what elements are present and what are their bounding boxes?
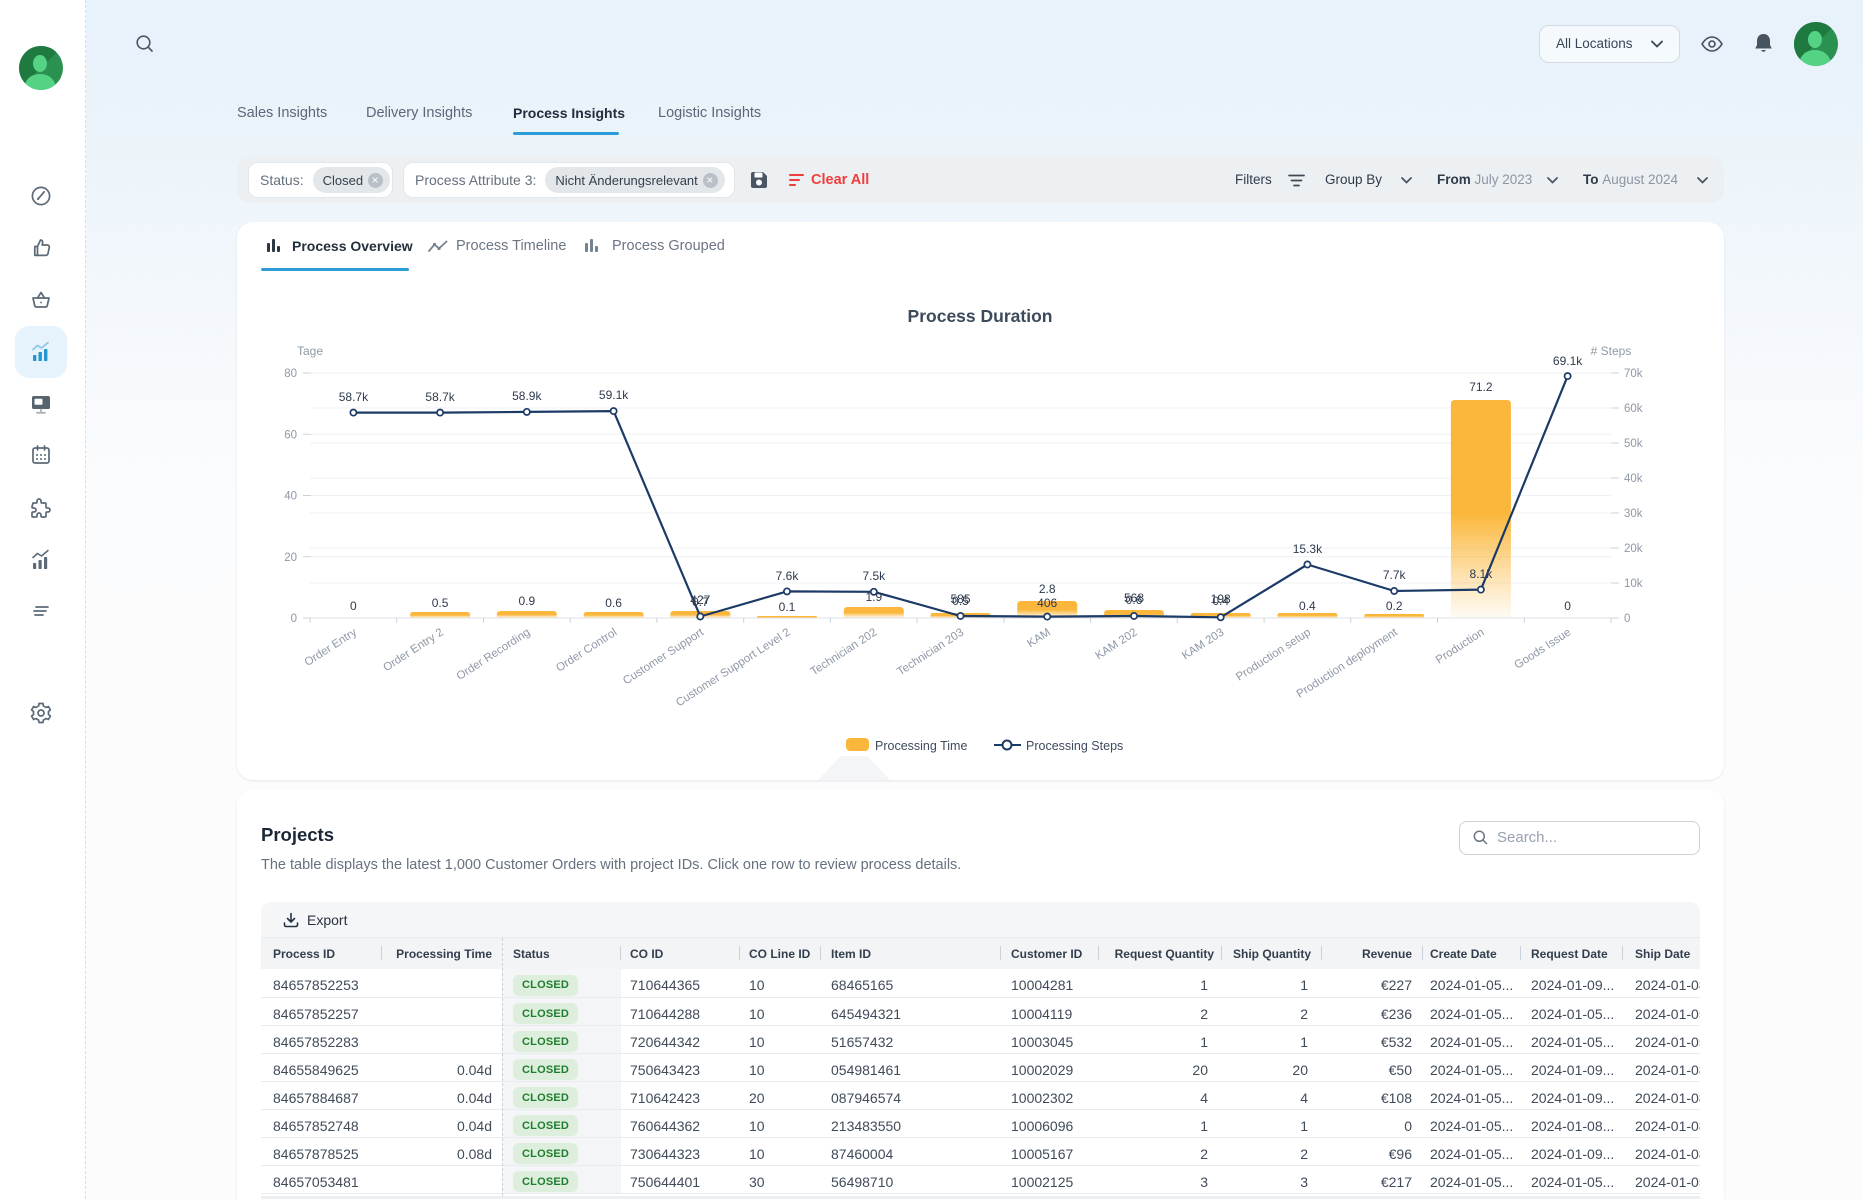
- svg-text:8.1k: 8.1k: [1470, 567, 1494, 581]
- svg-text:58.7k: 58.7k: [339, 390, 369, 404]
- svg-text:7.6k: 7.6k: [776, 569, 800, 583]
- svg-text:58.7k: 58.7k: [425, 390, 455, 404]
- svg-text:KAM 203: KAM 203: [1180, 626, 1226, 662]
- svg-text:Processing Time: Processing Time: [875, 739, 967, 753]
- svg-text:0: 0: [350, 599, 357, 613]
- svg-text:60: 60: [284, 429, 297, 441]
- svg-text:198: 198: [1211, 592, 1231, 606]
- svg-text:0.5: 0.5: [432, 596, 449, 610]
- svg-text:0.9: 0.9: [518, 594, 535, 608]
- svg-text:Processing Steps: Processing Steps: [1026, 739, 1123, 753]
- svg-text:Production: Production: [1434, 626, 1487, 666]
- svg-text:0: 0: [291, 613, 297, 625]
- svg-text:0.4: 0.4: [1299, 599, 1316, 613]
- svg-text:1.9: 1.9: [865, 590, 882, 604]
- svg-text:0.7: 0.7: [692, 595, 709, 609]
- svg-text:0.6: 0.6: [605, 596, 622, 610]
- svg-text:7.7k: 7.7k: [1383, 568, 1407, 582]
- svg-text:568: 568: [1124, 591, 1144, 605]
- svg-text:7.5k: 7.5k: [862, 569, 886, 583]
- svg-text:0.6: 0.6: [1126, 593, 1143, 607]
- svg-text:427: 427: [690, 593, 710, 607]
- svg-text:0: 0: [1564, 599, 1571, 613]
- svg-text:15.3k: 15.3k: [1293, 542, 1323, 556]
- svg-text:0.4: 0.4: [1212, 594, 1229, 608]
- svg-text:60k: 60k: [1624, 403, 1643, 415]
- svg-text:Order Entry 2: Order Entry 2: [381, 626, 445, 674]
- svg-text:0.1: 0.1: [779, 600, 796, 614]
- svg-text:Goods Issue: Goods Issue: [1513, 626, 1574, 671]
- svg-text:Technician 203: Technician 203: [895, 626, 966, 678]
- svg-text:Customer Support: Customer Support: [621, 626, 706, 687]
- svg-text:70k: 70k: [1624, 368, 1643, 380]
- svg-text:Tage: Tage: [297, 344, 323, 358]
- svg-text:59.1k: 59.1k: [599, 388, 629, 402]
- svg-text:69.1k: 69.1k: [1553, 354, 1583, 368]
- svg-text:20: 20: [284, 552, 297, 564]
- svg-text:# Steps: # Steps: [1591, 344, 1632, 358]
- svg-text:KAM: KAM: [1025, 626, 1052, 650]
- svg-text:40: 40: [284, 491, 297, 503]
- svg-text:585: 585: [950, 592, 970, 606]
- svg-text:0: 0: [1624, 613, 1630, 625]
- svg-text:2.8: 2.8: [1039, 582, 1056, 596]
- svg-text:Order Recording: Order Recording: [455, 626, 533, 682]
- svg-text:Production setup: Production setup: [1234, 626, 1313, 683]
- svg-text:30k: 30k: [1624, 508, 1643, 520]
- svg-text:50k: 50k: [1624, 438, 1643, 450]
- svg-text:406: 406: [1037, 596, 1057, 610]
- svg-text:71.2: 71.2: [1469, 380, 1493, 394]
- svg-text:80: 80: [284, 368, 297, 380]
- svg-text:Order Control: Order Control: [554, 626, 619, 674]
- svg-text:KAM 202: KAM 202: [1093, 626, 1139, 662]
- svg-text:20k: 20k: [1624, 543, 1643, 555]
- svg-text:Order Entry: Order Entry: [303, 626, 360, 669]
- svg-text:40k: 40k: [1624, 473, 1643, 485]
- svg-text:10k: 10k: [1624, 578, 1643, 590]
- svg-text:0.2: 0.2: [1386, 599, 1403, 613]
- svg-text:Technician 202: Technician 202: [809, 626, 880, 678]
- svg-text:58.9k: 58.9k: [512, 389, 542, 403]
- svg-text:Process Duration: Process Duration: [908, 306, 1053, 326]
- svg-text:0.5: 0.5: [952, 594, 969, 608]
